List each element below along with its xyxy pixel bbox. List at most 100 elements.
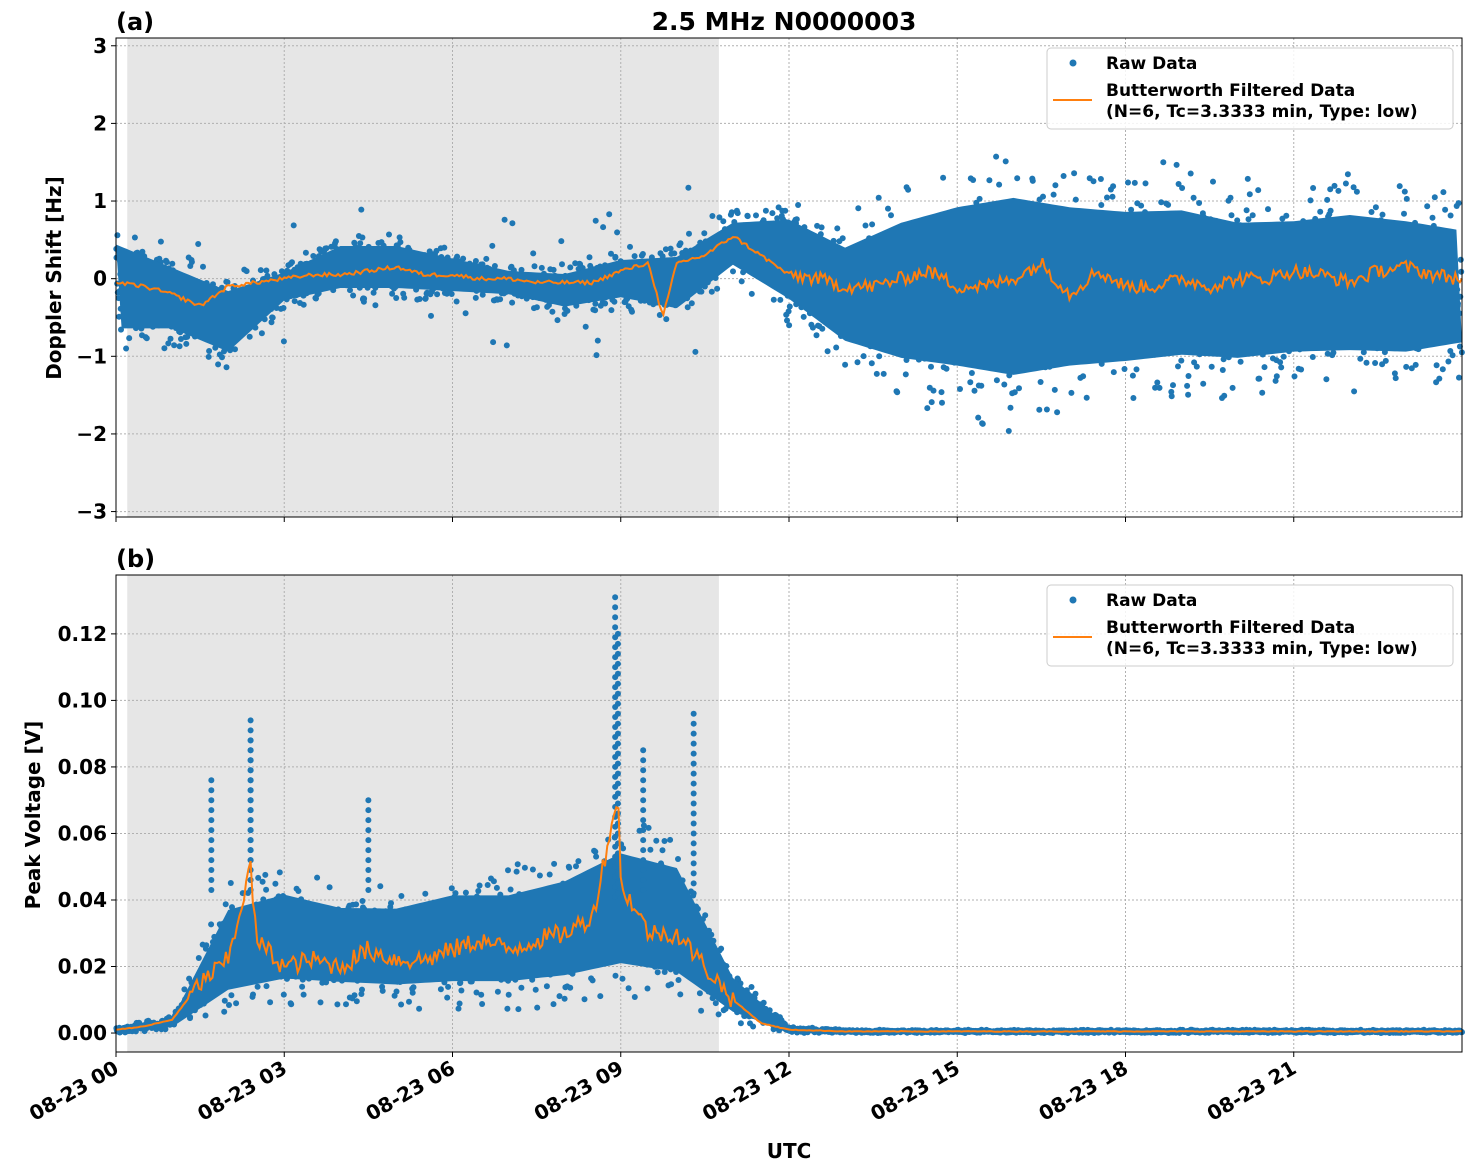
raw-data-point [1068,390,1074,396]
raw-data-point [1308,197,1314,203]
raw-data-point [1383,358,1389,364]
raw-data-point [263,268,269,274]
raw-data-point [114,232,120,238]
raw-data-point [1044,407,1050,413]
legend-label-filtered-params: (N=6, Tc=3.3333 min, Type: low) [1106,102,1418,122]
raw-data-point [975,415,981,421]
raw-data-point [1071,170,1077,176]
raw-data-point [515,1006,521,1012]
raw-data-point [504,342,510,348]
raw-data-point [289,259,295,265]
raw-data-point [1185,392,1191,398]
raw-data-point [749,291,755,297]
raw-data-point [753,991,759,997]
raw-data-point [1372,360,1378,366]
raw-data-point [1247,191,1253,197]
raw-data-point [1354,189,1360,195]
raw-data-point [1450,352,1456,358]
raw-data-point [714,286,720,292]
raw-data-point [1138,203,1144,209]
raw-data-point [479,1001,485,1007]
raw-data-point [458,988,464,994]
raw-data-point [1110,194,1116,200]
raw-data-point [582,996,588,1002]
raw-data-point [506,992,512,998]
raw-data-point [1440,189,1446,195]
raw-data-point [1179,185,1185,191]
raw-data-point [558,238,564,244]
raw-data-point [417,296,423,302]
raw-data-point [357,240,363,246]
raw-data-point [840,235,846,241]
raw-data-point [1154,380,1160,386]
raw-data-point [1170,382,1176,388]
raw-data-point [1274,373,1280,379]
raw-data-point [1229,212,1235,218]
raw-data-point [388,900,394,906]
raw-data-point [629,309,635,315]
raw-data-point [259,330,265,336]
raw-data-point [834,225,840,231]
raw-data-point [428,313,434,319]
raw-data-point [1178,358,1184,364]
raw-data-point [587,254,593,260]
raw-data-point [1073,197,1079,203]
raw-data-point [1210,179,1216,185]
raw-data-point [1317,209,1323,215]
raw-data-point [223,901,229,907]
raw-data-point [477,883,483,889]
raw-data-point [1323,376,1329,382]
raw-data-point [1262,364,1268,370]
raw-data-point [502,217,508,223]
raw-data-point [196,955,202,961]
raw-data-point [567,264,573,270]
raw-data-point [359,235,365,241]
raw-data-point [888,212,894,218]
raw-data-point [233,1000,239,1006]
raw-data-point [730,268,736,274]
raw-data-point [475,888,481,894]
raw-data-point [869,360,875,366]
raw-data-point [255,984,261,990]
raw-data-point [994,377,1000,383]
raw-data-point [1402,189,1408,195]
raw-data-point [416,1006,422,1012]
raw-data-point [801,314,807,320]
y-tick-label: −3 [76,500,107,524]
raw-data-point [855,205,861,211]
raw-data-point [1298,367,1304,373]
raw-data-point [1184,383,1190,389]
raw-data-point [534,1005,540,1011]
raw-data-point [1259,390,1265,396]
raw-data-point [894,389,900,395]
raw-data-point [1122,366,1128,372]
raw-data-point [277,869,283,875]
raw-data-point [262,872,268,878]
raw-data-point [353,901,359,907]
raw-data-point [662,838,668,844]
raw-data-point [739,278,745,284]
raw-data-point [490,339,496,345]
raw-data-point [272,881,278,887]
raw-data-point [720,218,726,224]
raw-data-point [1111,369,1117,375]
raw-data-point [483,256,489,262]
raw-data-point [530,250,536,256]
raw-data-point [632,994,638,1000]
y-tick-label: −2 [76,422,107,446]
raw-data-point [745,213,751,219]
raw-data-point [544,983,550,989]
raw-data-point [1098,202,1104,208]
raw-data-point [314,875,320,881]
raw-data-point [473,258,479,264]
raw-data-point [1036,407,1042,413]
raw-data-point [1194,364,1200,370]
raw-data-point [663,316,669,322]
raw-data-point [555,317,561,323]
raw-data-point [1091,178,1097,184]
raw-data-point [1244,207,1250,213]
raw-data-point [861,353,867,359]
raw-data-point [303,250,309,256]
raw-data-point [592,307,598,313]
